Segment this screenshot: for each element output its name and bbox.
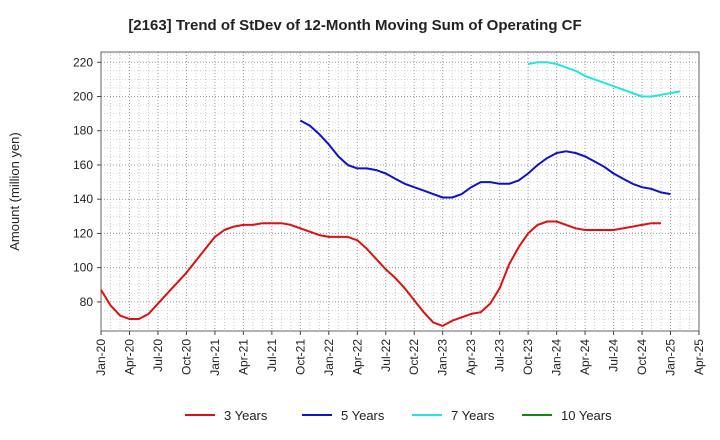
x-tick-label: Apr-20	[122, 339, 136, 375]
legend: 3 Years 5 Years 7 Years 10 Years	[185, 408, 612, 423]
x-tick-label: Oct-23	[521, 339, 535, 375]
series-line-7-years	[527, 61, 681, 98]
y-tick-label: 180	[73, 124, 93, 138]
legend-label: 7 Years	[451, 408, 495, 423]
legend-label: 5 Years	[341, 408, 385, 423]
legend-label: 3 Years	[224, 408, 268, 423]
x-tick-label: Jul-20	[151, 339, 165, 372]
plot-area	[100, 51, 700, 332]
x-tick-label: Jan-25	[664, 339, 678, 376]
x-tick-label: Apr-21	[236, 339, 250, 375]
chart-title: [2163] Trend of StDev of 12-Month Moving…	[128, 17, 581, 34]
x-tick-label: Jan-23	[436, 339, 450, 376]
x-tick-label: Jan-21	[208, 339, 222, 376]
x-tick-label: Oct-21	[293, 339, 307, 375]
x-tick-label: Jul-23	[493, 339, 507, 372]
x-tick-label: Apr-24	[578, 339, 592, 375]
x-tick-label: Apr-25	[692, 339, 706, 375]
x-tick-label: Jul-21	[265, 339, 279, 372]
grid-lines	[100, 52, 700, 331]
y-tick-label: 160	[73, 158, 93, 172]
x-tick-label: Oct-20	[179, 339, 193, 375]
x-tick-label: Jul-22	[379, 339, 393, 372]
series-line-5-years	[299, 119, 671, 199]
y-tick-label: 220	[73, 55, 93, 69]
x-tick-label: Jan-20	[94, 339, 108, 376]
series-layer	[100, 61, 681, 327]
x-tick-label: Jan-24	[550, 339, 564, 376]
y-axis-ticks: 80 100 120 140 160 180 200 220	[73, 55, 101, 309]
y-axis-label: Amount (million yen)	[7, 132, 22, 251]
y-tick-label: 100	[73, 261, 93, 275]
series-line-3-years	[100, 220, 661, 327]
x-tick-label: Jan-22	[322, 339, 336, 376]
x-tick-label: Apr-22	[350, 339, 364, 375]
x-tick-label: Jul-24	[607, 339, 621, 372]
x-tick-label: Apr-23	[464, 339, 478, 375]
legend-label: 10 Years	[561, 408, 612, 423]
y-tick-label: 200	[73, 90, 93, 104]
y-tick-label: 140	[73, 192, 93, 206]
x-tick-label: Oct-22	[407, 339, 421, 375]
y-tick-label: 80	[80, 295, 94, 309]
x-axis-ticks: Jan-20 Apr-20 Jul-20 Oct-20 Jan-21 Apr-21 Jul-…	[94, 331, 706, 376]
x-tick-label: Oct-24	[635, 339, 649, 375]
y-tick-label: 120	[73, 226, 93, 240]
